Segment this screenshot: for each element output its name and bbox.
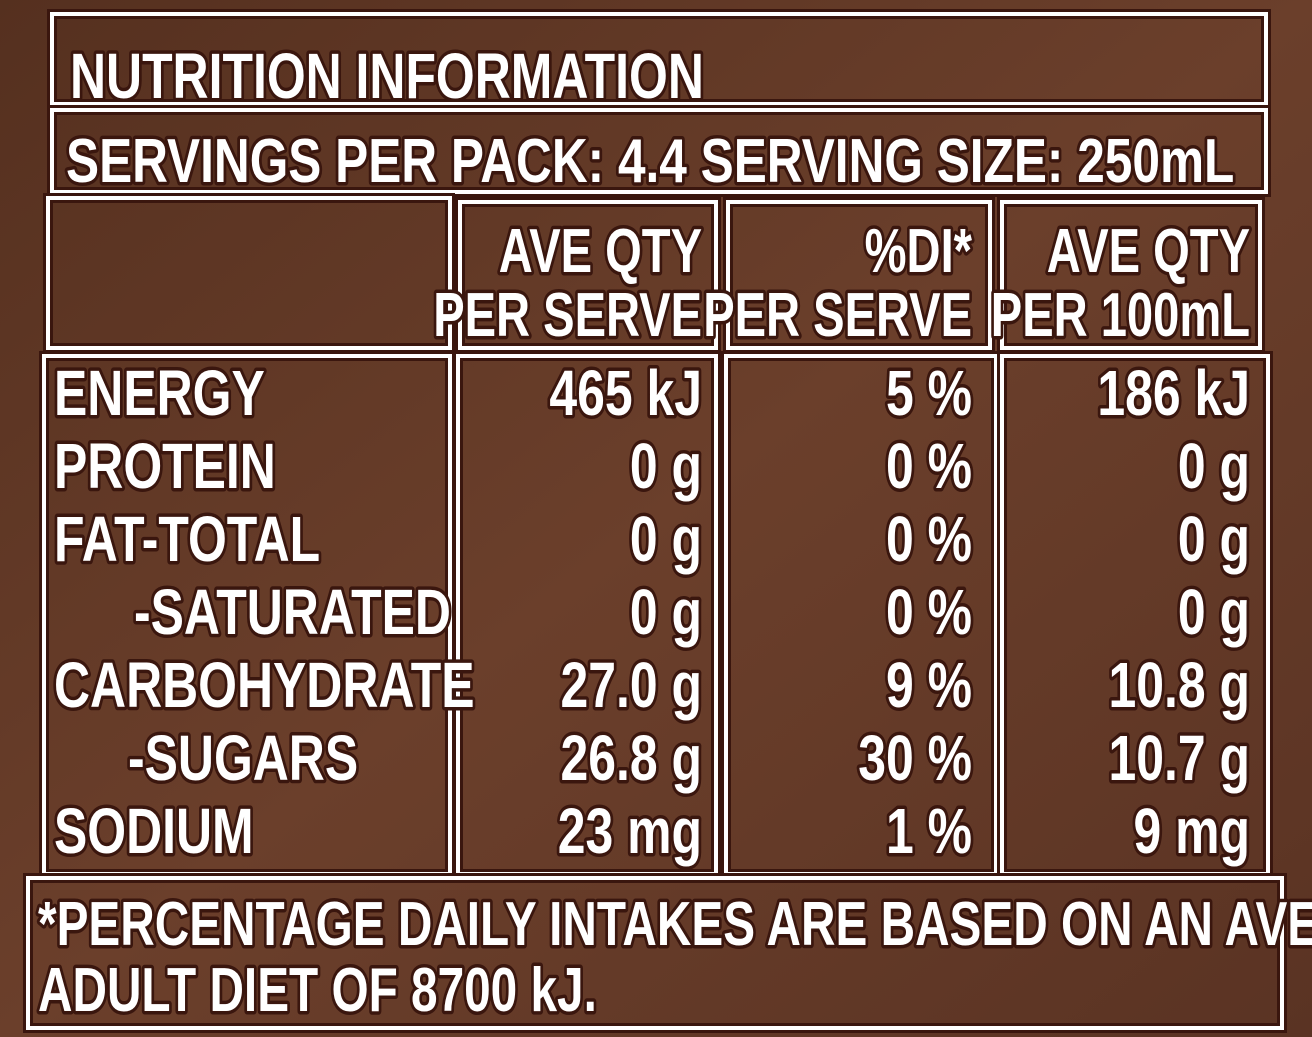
nutrient-value: 1 % xyxy=(886,796,972,867)
nutrient-value: 26.8 g xyxy=(561,723,702,794)
title: NUTRITION INFORMATION xyxy=(70,41,704,112)
nutrient-value: 23 mg xyxy=(558,796,702,867)
column-header: PER 100mL xyxy=(991,280,1250,350)
nutrient-value: 186 kJ xyxy=(1097,358,1250,429)
nutrient-value: 0 g xyxy=(630,577,702,648)
footnote: *PERCENTAGE DAILY INTAKES ARE BASED ON A… xyxy=(38,889,1312,958)
column-header: AVE QTY xyxy=(1047,216,1250,286)
column-header: AVE QTY xyxy=(499,216,702,286)
nutrient-value: 0 g xyxy=(630,431,702,502)
nutrient-value: 9 mg xyxy=(1134,796,1250,867)
nutrient-label: FAT-TOTAL xyxy=(54,504,320,575)
nutrient-label: CARBOHYDRATE xyxy=(54,650,474,721)
nutrient-value: 0 g xyxy=(630,504,702,575)
nutrient-label: -SATURATED xyxy=(134,577,451,648)
nutrient-value: 10.8 g xyxy=(1109,650,1250,721)
nutrient-value: 27.0 g xyxy=(561,650,702,721)
nutrient-value: 0 % xyxy=(886,577,972,648)
nutrient-value: 5 % xyxy=(886,358,972,429)
column-header: %DI* xyxy=(865,216,973,286)
nutrient-value: 0 % xyxy=(886,431,972,502)
servings: SERVINGS PER PACK: 4.4 SERVING SIZE: 250… xyxy=(66,126,1234,196)
nutrient-value: 10.7 g xyxy=(1109,723,1250,794)
nutrient-label: SODIUM xyxy=(54,796,254,867)
footnote: ADULT DIET OF 8700 kJ. xyxy=(38,955,597,1024)
column-header: PER SERVE xyxy=(703,280,972,350)
nutrient-value: 0 g xyxy=(1178,431,1250,502)
nutrient-label: -SUGARS xyxy=(128,723,358,794)
column-header: PER SERVE xyxy=(433,280,702,350)
nutrient-value: 9 % xyxy=(886,650,972,721)
nutrient-value: 0 g xyxy=(1178,577,1250,648)
nutrient-value: 0 g xyxy=(1178,504,1250,575)
nutrient-label: ENERGY xyxy=(54,358,265,429)
nutrient-value: 0 % xyxy=(886,504,972,575)
nutrient-value: 465 kJ xyxy=(549,358,702,429)
nutrient-value: 30 % xyxy=(858,723,972,794)
nutrient-label: PROTEIN xyxy=(54,431,276,502)
frames xyxy=(23,9,1287,1033)
